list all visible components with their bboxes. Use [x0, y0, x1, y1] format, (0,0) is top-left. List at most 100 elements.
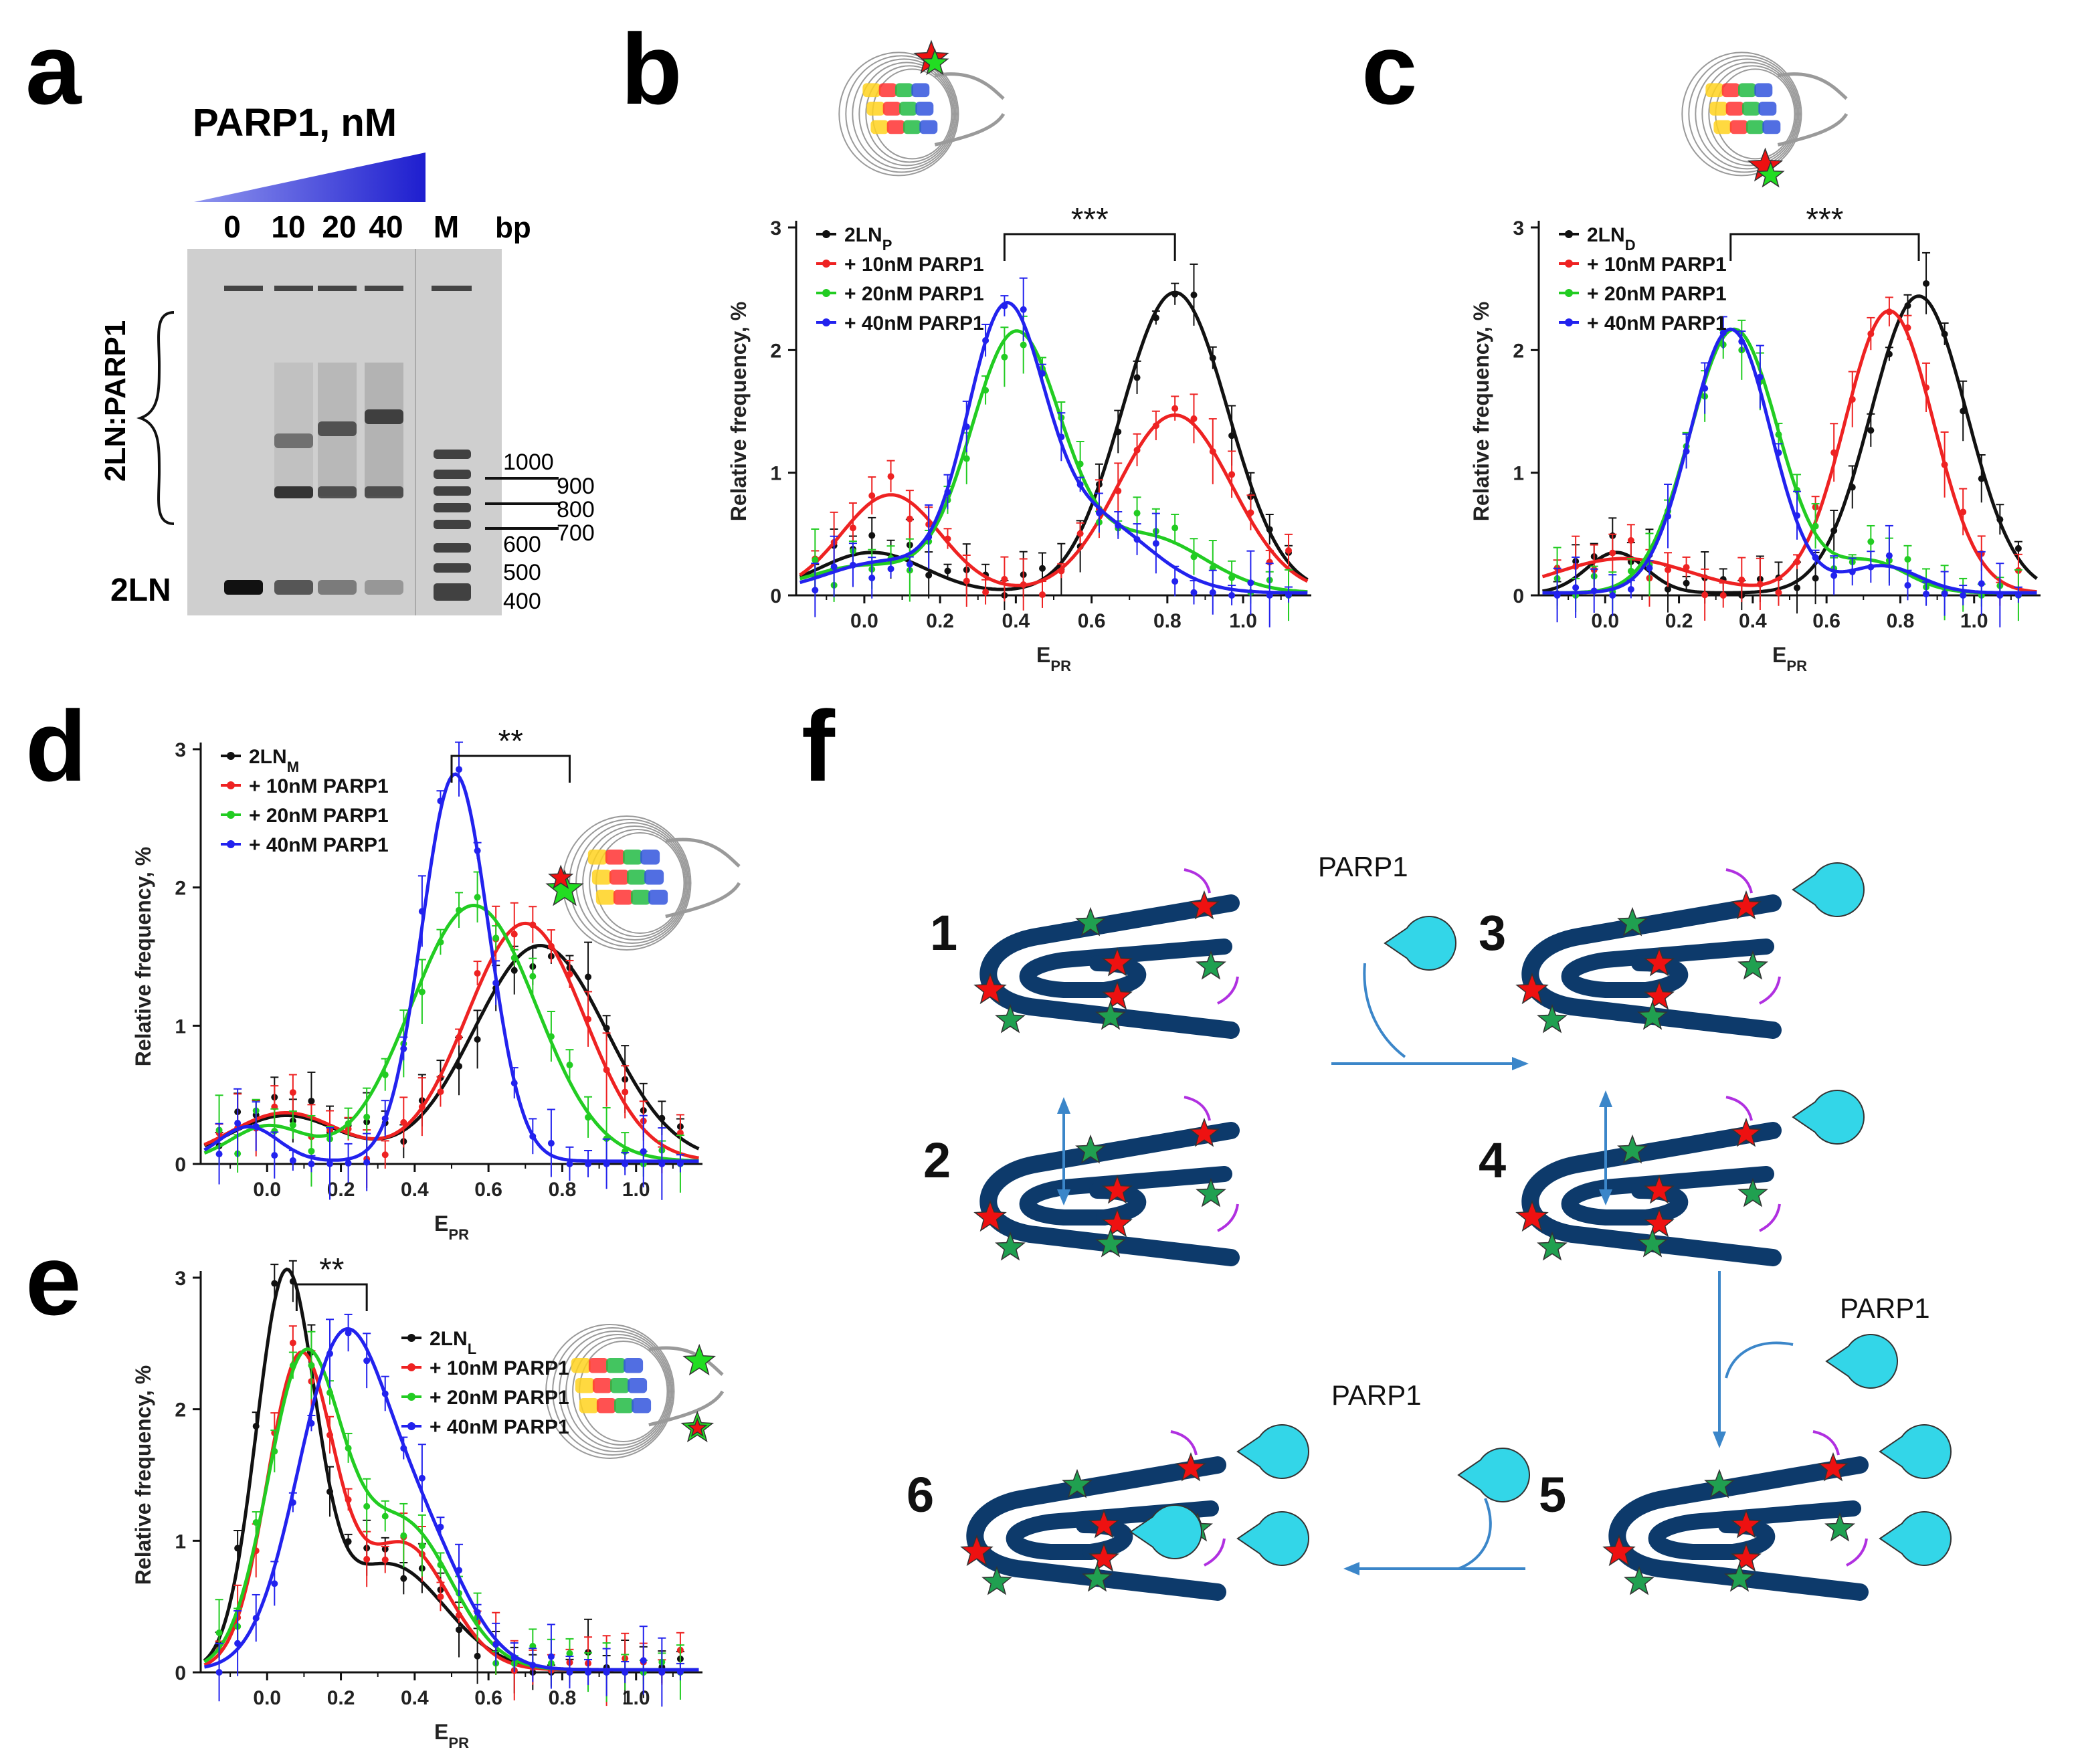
- data-point: [585, 1015, 592, 1023]
- x-tick-label: 0.0: [253, 1687, 281, 1709]
- nucleosome-state-5: [1602, 1424, 1952, 1601]
- x-tick-label: 0.6: [1078, 610, 1106, 632]
- data-point: [1849, 484, 1856, 491]
- data-point: [456, 1034, 463, 1041]
- data-point: [345, 1538, 352, 1545]
- complex-smear: [274, 363, 313, 496]
- legend-sub: L: [468, 1341, 476, 1357]
- x-axis-label: EPR: [434, 1720, 469, 1751]
- dynamics-arrow: [1759, 976, 1781, 1005]
- data-point: [1960, 407, 1967, 415]
- x-tick-label: 0.2: [327, 1687, 355, 1709]
- donor-star: [1095, 1000, 1126, 1030]
- data-point: [1095, 509, 1103, 516]
- parp1-bound: [1792, 1090, 1865, 1145]
- histone-helix: [592, 1378, 612, 1393]
- data-point: [363, 1555, 371, 1563]
- data-point: [2014, 591, 2022, 599]
- data-point: [308, 1419, 315, 1427]
- dna-superhelix: [1521, 1122, 1782, 1266]
- legend-label: + 10nM PARP1: [430, 1357, 569, 1379]
- dynamics-arrow: [1846, 1538, 1868, 1567]
- legend-label: + 10nM PARP1: [249, 775, 389, 797]
- histone-helix: [1709, 102, 1728, 116]
- data-point: [1171, 405, 1179, 412]
- free-nucleosome-band: [365, 580, 403, 595]
- dna-superhelix: [1019, 1166, 1232, 1226]
- data-point: [1247, 509, 1254, 516]
- x-tick-label: 1.0: [622, 1687, 650, 1709]
- histone-helix: [862, 83, 881, 98]
- y-tick-label: 1: [770, 463, 781, 485]
- data-point: [456, 906, 463, 914]
- significance-bracket: [450, 755, 571, 783]
- fit-curve: [799, 413, 1309, 587]
- histone-helix: [1742, 102, 1760, 116]
- ladder-400: 400: [503, 589, 541, 614]
- legend-label: + 40nM PARP1: [249, 834, 389, 856]
- acceptor-star: [960, 1534, 994, 1567]
- acceptor-star: [686, 1417, 708, 1438]
- data-point: [289, 1499, 296, 1506]
- data-point: [812, 587, 819, 594]
- data-point: [1285, 547, 1293, 555]
- complex-smear: [318, 363, 357, 496]
- ladder-leader-lines: [485, 477, 559, 530]
- significance-bracket: [1003, 233, 1176, 261]
- data-point: [1941, 330, 1948, 338]
- nucleosome-structure-b: [838, 39, 1006, 177]
- acceptor-star: [1731, 1117, 1762, 1147]
- acceptor-star: [973, 1199, 1007, 1232]
- data-point: [566, 1650, 573, 1657]
- well-band: [224, 286, 263, 291]
- histone-helix: [1729, 120, 1748, 134]
- donor-star: [995, 1231, 1026, 1261]
- data-point: [492, 935, 500, 942]
- panel-a-label: a: [25, 13, 82, 125]
- data-point: [418, 1542, 426, 1549]
- data-point: [1209, 355, 1216, 362]
- data-point: [437, 797, 444, 805]
- donor-star: [1082, 1562, 1113, 1592]
- donor-star: [1095, 1228, 1126, 1258]
- marker-band: [434, 503, 471, 512]
- donor-star: [1196, 1177, 1226, 1207]
- data-point: [944, 488, 951, 496]
- data-point: [1794, 559, 1801, 566]
- acceptor-star: [1731, 1542, 1762, 1572]
- data-point: [1609, 592, 1616, 599]
- data-point: [345, 1496, 352, 1503]
- data-point: [1683, 564, 1690, 571]
- legend-marker: [822, 260, 830, 268]
- nucleosome-state-2: [973, 1096, 1240, 1266]
- dna-superhelix: [1561, 939, 1774, 998]
- donor-star: [1824, 1512, 1855, 1542]
- data-point: [363, 1502, 371, 1510]
- histone-helix: [886, 120, 905, 134]
- arrowhead: [1057, 1097, 1070, 1114]
- data-point: [418, 1474, 426, 1482]
- histone-helix: [919, 120, 938, 134]
- fit-curve: [203, 921, 699, 1160]
- data-point: [603, 1161, 610, 1167]
- significance-bracket: [295, 1283, 368, 1311]
- data-point: [326, 1488, 334, 1495]
- data-point: [566, 1161, 573, 1167]
- data-point: [1058, 567, 1065, 575]
- fit-curve: [203, 903, 699, 1163]
- x-tick-label: 0.8: [1887, 610, 1915, 632]
- data-point: [381, 1556, 389, 1563]
- x-tick-label: 0.4: [1739, 610, 1767, 632]
- histone-helix: [591, 870, 611, 885]
- ladder-600: 600: [503, 532, 541, 557]
- data-point: [1775, 589, 1782, 596]
- x-tick-label: 1.0: [1229, 610, 1257, 632]
- legend-label: 2LNP: [844, 224, 892, 254]
- data-point: [363, 1159, 371, 1166]
- y-tick-label: 3: [175, 739, 186, 761]
- data-point: [1941, 461, 1948, 468]
- histone-helix: [614, 1398, 634, 1413]
- data-point: [252, 1122, 260, 1130]
- data-point: [1978, 580, 1985, 587]
- data-point: [1133, 374, 1141, 381]
